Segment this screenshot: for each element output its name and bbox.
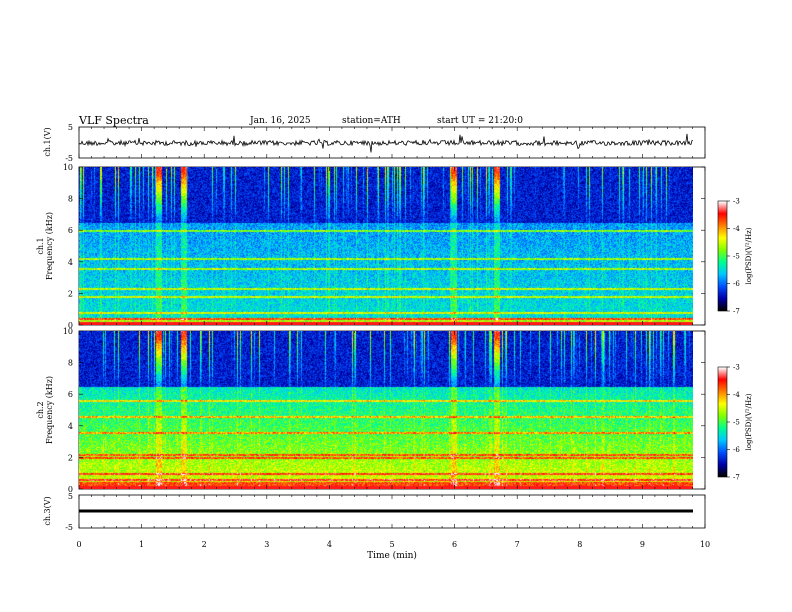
start-time-label: start UT = 21:20:0 <box>437 116 523 126</box>
x-tick-label: 0 <box>76 540 81 549</box>
ch2-spectrogram-image <box>79 331 693 489</box>
colorbar-tick-label: -6 <box>733 446 740 454</box>
x-tick-label: 2 <box>202 540 207 549</box>
freq-tick-label: 8 <box>68 195 73 204</box>
ch1-waveform-panel: 5 -5 ch.1(V) <box>43 123 706 163</box>
ch2-colorbar-label: log(PSD)(V²/Hz) <box>745 393 753 450</box>
freq-tick-label: 6 <box>68 226 73 235</box>
colorbar-tick-label: -5 <box>733 253 740 261</box>
freq-tick-label: 10 <box>63 327 73 336</box>
ch1-waveform-line <box>78 133 693 153</box>
ch1-colorbar-label: log(PSD)(V²/Hz) <box>745 227 753 284</box>
ch1-ytick-top: 5 <box>68 123 73 132</box>
ch1-ylabel: ch.1(V) <box>43 127 52 156</box>
freq-tick-label: 6 <box>68 390 73 399</box>
ch1-ytick-bottom: -5 <box>65 154 73 163</box>
freq-tick-label: 4 <box>68 258 73 267</box>
ch3-ytick-top: 5 <box>68 492 73 501</box>
x-tick-label: 9 <box>640 540 645 549</box>
station-label: station=ATH <box>342 116 401 126</box>
colorbar-tick-label: -5 <box>733 419 740 427</box>
freq-tick-label: 2 <box>68 289 73 298</box>
time-axis: 0 1 2 3 4 5 6 7 8 9 10 <box>76 127 710 549</box>
ch1-spec-ylabel: ch.1Frequency (kHz) <box>36 212 54 280</box>
x-tick-label: 5 <box>389 540 394 549</box>
ch3-ylabel: ch.3(V) <box>43 496 52 525</box>
ch2-spec-ylabel: ch.2Frequency (kHz) <box>36 376 54 444</box>
x-tick-label: 10 <box>700 540 710 549</box>
ch1-colorbar: -3 -4 -5 -6 -7 log(PSD)(V²/Hz) <box>717 198 753 316</box>
freq-tick-label: 8 <box>68 359 73 368</box>
freq-tick-label: 0 <box>68 321 73 330</box>
title: VLF Spectra <box>78 114 149 127</box>
x-tick-label: 3 <box>264 540 269 549</box>
freq-tick-label: 0 <box>68 485 73 494</box>
colorbar-tick-label: -3 <box>733 364 740 372</box>
ch3-ytick-bottom: -5 <box>65 523 73 532</box>
ch1-spectrogram-panel: 0 2 4 6 8 10 ch.1Frequency (kHz) <box>36 163 706 330</box>
colorbar-tick-label: -4 <box>733 391 740 399</box>
x-tick-label: 6 <box>452 540 457 549</box>
x-axis-label: Time (min) <box>367 550 417 561</box>
colorbar-tick-label: -6 <box>733 280 740 288</box>
date-label: Jan. 16, 2025 <box>249 116 311 126</box>
freq-tick-label: 2 <box>68 453 73 462</box>
ch2-colorbar: -3 -4 -5 -6 -7 log(PSD)(V²/Hz) <box>717 364 753 482</box>
freq-tick-label: 10 <box>63 163 73 172</box>
colorbar-tick-label: -7 <box>733 308 740 316</box>
ch1-spectrogram-image <box>79 167 693 325</box>
x-tick-label: 8 <box>577 540 582 549</box>
x-tick-label: 4 <box>327 540 332 549</box>
colorbar-tick-label: -7 <box>733 474 740 482</box>
ch2-spectrogram-panel: 0 2 4 6 8 10 ch.2Frequency (kHz) <box>36 327 706 494</box>
x-tick-label: 1 <box>139 540 144 549</box>
ch3-waveform-panel: 5 -5 ch.3(V) <box>43 492 706 532</box>
colorbar-tick-label: -4 <box>733 225 740 233</box>
ch2-colorbar-gradient <box>718 367 727 477</box>
ch1-colorbar-gradient <box>718 201 727 311</box>
x-tick-label: 7 <box>515 540 520 549</box>
colorbar-tick-label: -3 <box>733 198 740 206</box>
freq-tick-label: 4 <box>68 422 73 431</box>
